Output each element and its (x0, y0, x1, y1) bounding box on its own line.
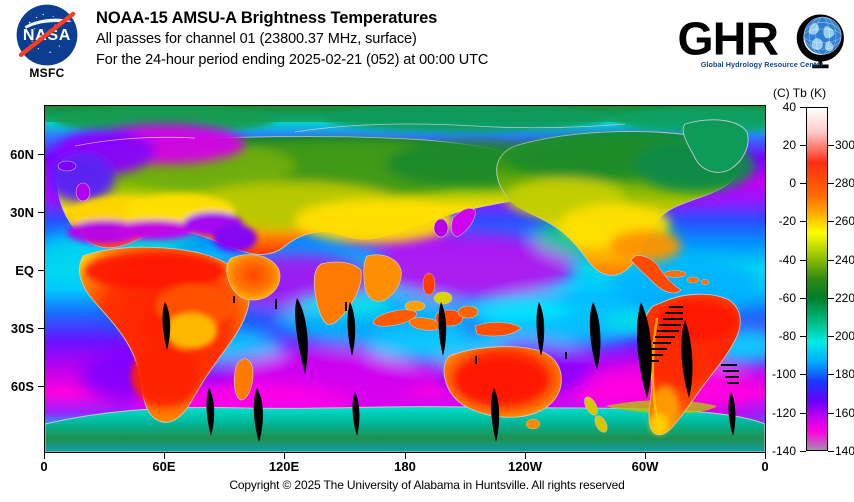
cbar-label-280: 280 (835, 176, 854, 190)
cbar-tick-left-40 (800, 107, 806, 108)
cbar-tick-right-160 (828, 413, 834, 414)
cbar-tick-left-m20 (800, 221, 806, 222)
nasa-meatball-icon: NASA (16, 4, 78, 66)
nasa-logo: NASA MSFC (8, 4, 86, 82)
cbar-tick-left-m60 (800, 298, 806, 299)
cbar-tick-left-m100 (800, 374, 806, 375)
x-axis-label-180: 180 (394, 459, 416, 474)
cbar-tick-left-m120 (800, 413, 806, 414)
cbar-label-140: 140 (835, 444, 854, 458)
cbar-label-m100: -100 (771, 367, 796, 381)
y-tick-EQ (38, 270, 44, 271)
x-tick-120W (525, 453, 526, 459)
x-tick-60E (164, 453, 165, 459)
cbar-tick-right-200 (828, 336, 834, 337)
brightness-temperature-map[interactable] (44, 105, 766, 453)
cbar-label-180: 180 (835, 367, 854, 381)
title-block: NOAA-15 AMSU-A Brightness Temperatures A… (96, 8, 656, 71)
x-axis-label-60E: 60E (152, 459, 176, 474)
cbar-label-m60: -60 (778, 291, 796, 305)
swath-gaps (162, 296, 739, 442)
cbar-tick-left-m80 (800, 336, 806, 337)
y-tick-30S (38, 328, 44, 329)
cbar-label-20: 20 (782, 138, 796, 152)
cbar-label-m120: -120 (771, 406, 796, 420)
cbar-tick-left-20 (800, 145, 806, 146)
y-tick-30N (38, 212, 44, 213)
x-tick-180 (405, 453, 406, 459)
cbar-label-m20: -20 (778, 214, 796, 228)
copyright-notice: Copyright © 2025 The University of Alaba… (229, 478, 625, 492)
svg-text:GHR: GHR (677, 12, 778, 64)
x-tick-60W (645, 453, 646, 459)
cbar-label-m40: -40 (778, 253, 796, 267)
cbar-tick-left-0 (800, 183, 806, 184)
y-axis-label-EQ: EQ (15, 263, 34, 278)
cbar-label-m80: -80 (778, 329, 796, 343)
cbar-label-220: 220 (835, 291, 854, 305)
cbar-tick-right-220 (828, 298, 834, 299)
ghrc-logo: GHR (677, 12, 844, 69)
y-tick-60S (38, 386, 44, 387)
colorbar-header: (C) Tb (K) (773, 86, 827, 100)
x-tick-120E (284, 453, 285, 459)
colorbar[interactable] (806, 107, 828, 451)
page-title: NOAA-15 AMSU-A Brightness Temperatures (96, 9, 438, 27)
cbar-tick-left-m40 (800, 260, 806, 261)
colorbar-gradient (807, 108, 827, 450)
header: NASA MSFC NOAA-15 AMSU-A Brightness Temp… (0, 0, 854, 92)
nasa-center-label: MSFC (29, 66, 65, 80)
cbar-tick-right-240 (828, 260, 834, 261)
cbar-label-0: 0 (789, 176, 796, 190)
y-axis-label-60N: 60N (10, 147, 34, 162)
x-tick-360 (765, 453, 766, 459)
x-axis-label-0: 0 (40, 459, 48, 474)
x-axis-label-60W: 60W (631, 459, 659, 474)
y-axis-label-60S: 60S (10, 379, 34, 394)
cbar-tick-right-260 (828, 221, 834, 222)
cbar-tick-left-m140 (800, 451, 806, 452)
cbar-label-300: 300 (835, 138, 854, 152)
cbar-label-160: 160 (835, 406, 854, 420)
period-line: For the 24-hour period ending 2025-02-21… (96, 52, 489, 68)
x-tick-0 (44, 453, 45, 459)
channel-line: All passes for channel 01 (23800.37 MHz,… (96, 31, 417, 47)
y-tick-60N (38, 154, 44, 155)
cbar-tick-right-180 (828, 374, 834, 375)
x-axis-label-360: 0 (761, 459, 769, 474)
cbar-label-200: 200 (835, 329, 854, 343)
cbar-tick-right-300 (828, 145, 834, 146)
cbar-label-m140: -140 (771, 444, 796, 458)
y-axis-label-30S: 30S (10, 321, 34, 336)
cbar-tick-right-280 (828, 183, 834, 184)
x-axis-label-120W: 120W (508, 459, 542, 474)
cbar-label-40: 40 (782, 100, 796, 114)
y-axis-label-30N: 30N (10, 205, 34, 220)
map-raster (45, 106, 765, 452)
cbar-label-260: 260 (835, 214, 854, 228)
cbar-tick-right-140 (828, 451, 834, 452)
ghrc-subtitle: Global Hydrology Resource Center (700, 60, 824, 69)
x-axis-label-120E: 120E (268, 459, 300, 474)
cbar-label-240: 240 (835, 253, 854, 267)
